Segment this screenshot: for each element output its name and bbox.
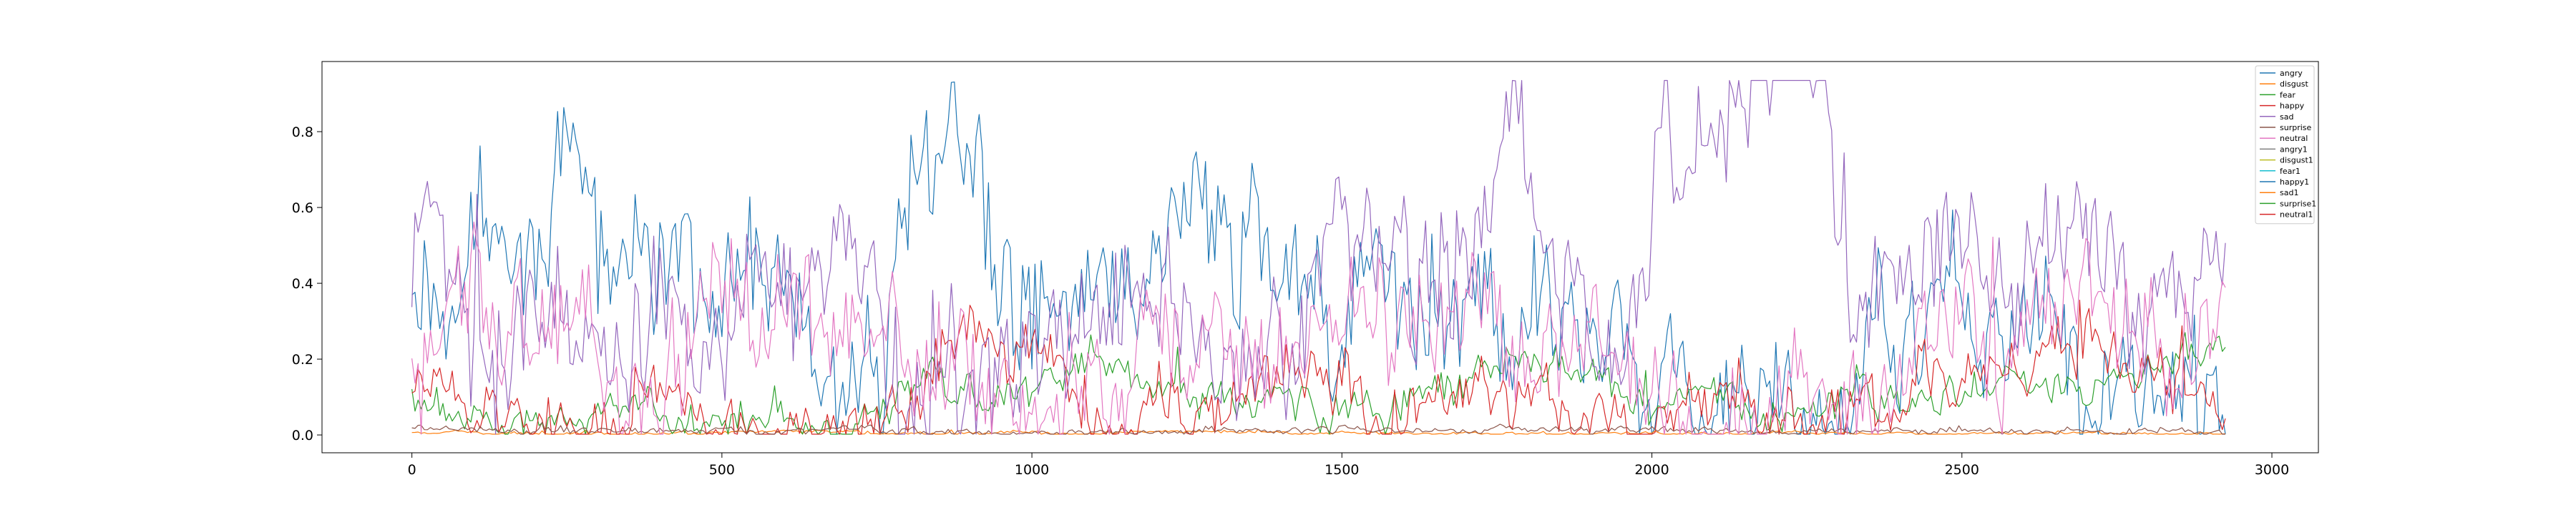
x-tick-label: 2500	[1945, 462, 1979, 478]
y-tick-label: 0.2	[292, 352, 313, 368]
x-tick-label: 1500	[1324, 462, 1359, 478]
series-line-surprise	[411, 421, 2225, 435]
y-axis: 0.0 0.2 0.4 0.6 0.8	[292, 124, 322, 443]
legend-label-angry1: angry1	[2280, 144, 2308, 154]
legend-label-sad1: sad1	[2280, 188, 2298, 197]
x-tick-label: 3000	[2255, 462, 2289, 478]
y-tick-label: 0.6	[292, 200, 313, 216]
x-tick-label: 1000	[1015, 462, 1049, 478]
x-tick-label: 2000	[1634, 462, 1669, 478]
x-axis: 0 500 1000 1500 2000 2500 3000	[408, 453, 2289, 478]
y-tick-label: 0.0	[292, 428, 313, 443]
legend-label-fear1: fear1	[2280, 167, 2301, 176]
series-line-happy	[411, 300, 2226, 435]
y-tick-label: 0.8	[292, 124, 313, 140]
legend-label-surprise1: surprise1	[2280, 199, 2316, 208]
legend-label-disgust: disgust	[2280, 79, 2308, 89]
x-tick-label: 0	[408, 462, 416, 478]
legend-label-happy: happy	[2280, 102, 2305, 111]
y-tick-label: 0.4	[292, 276, 313, 292]
legend-label-happy1: happy1	[2280, 177, 2309, 187]
series-lines	[411, 79, 2226, 435]
legend-label-angry: angry	[2280, 69, 2303, 78]
legend-label-sad: sad	[2280, 112, 2293, 122]
series-line-sad	[411, 79, 2226, 435]
series-line-angry	[411, 81, 2226, 435]
legend-label-disgust1: disgust1	[2280, 156, 2313, 165]
x-tick-label: 500	[709, 462, 735, 478]
series-line-neutral	[411, 221, 2226, 435]
axes-frame	[321, 61, 2319, 453]
legend-label-neutral1: neutral1	[2280, 210, 2313, 220]
legend-label-fear: fear	[2280, 90, 2296, 99]
legend-label-surprise: surprise	[2280, 123, 2312, 132]
legend-label-neutral: neutral	[2280, 134, 2308, 143]
